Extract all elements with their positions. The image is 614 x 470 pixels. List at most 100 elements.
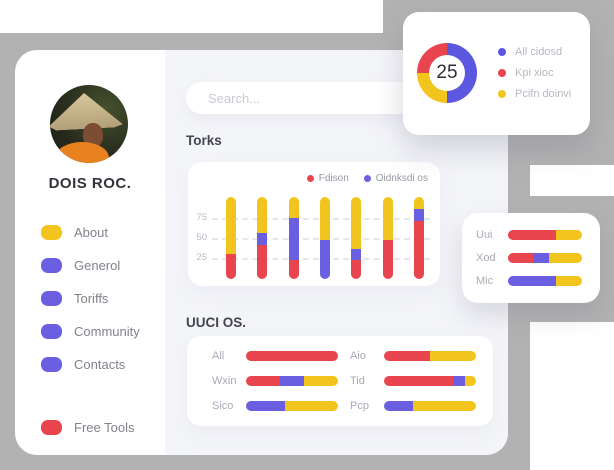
bar-segment [280,375,304,386]
bar-segment [453,375,465,386]
bar-row-label: All [212,350,225,363]
bar-row: Tid [350,375,476,387]
sidebar-item-free-tools[interactable]: Free Tools [15,411,165,444]
bar-row-label: Sico [212,399,234,412]
bar-segment [413,220,424,279]
legend-label: Kpi xioc [515,66,554,79]
bar-segment [508,229,557,240]
avatar [50,85,128,163]
legend-dot-icon [498,47,506,56]
uuci-column: All Wxin Sico [212,344,338,418]
bar-segment [284,400,338,411]
legend-label: Oidnksdi os [375,173,428,184]
bar-segment [351,259,362,279]
bar-segment [288,196,299,219]
menu-blob-icon [41,225,62,240]
side-bars-card: Uui Xod Mic [462,213,600,303]
stacked-bar [226,196,236,279]
bar-segment [226,196,236,255]
bar-segment [556,229,582,240]
bar-segment [351,196,362,249]
sidebar-item-contacts[interactable]: Contacts [15,348,165,381]
legend-label: All cidosd [515,45,563,58]
legend-dot-icon [363,175,371,182]
bar-row: Mic [476,275,586,287]
stacked-hbar [384,375,476,386]
legend-label: Pcifn doinvi [515,87,572,100]
bar-segment [257,244,268,279]
bar-row-label: Tid [350,374,365,387]
legend-label: Fdison [318,173,349,184]
bar-row: Sico [212,400,338,412]
menu-blob-icon [41,324,62,339]
bar-segment [508,252,534,263]
bar-segment [464,375,476,386]
bar-segment [382,196,393,240]
stacked-hbar [508,229,582,240]
bar-segment [413,196,424,210]
legend-item: All cidosd [498,45,571,58]
donut-legend: All cidosd Kpi xioc Pcifn doinvi [498,46,571,109]
stacked-hbar [508,252,582,263]
stacked-hbar [246,375,338,386]
sidebar-item-label: Toriffs [74,291,109,306]
legend-dot-icon [498,89,506,98]
face-shape [83,123,103,148]
y-axis-tick-label: 50 [196,232,207,243]
menu-blob-icon [41,420,62,435]
bar-segment [549,252,582,263]
donut-chart: 25 [417,43,477,103]
bar-row: Aio [350,350,476,362]
sidebar-item-community[interactable]: Community [15,315,165,348]
stacked-bar [288,196,299,279]
bar-row-label: Xod [476,251,496,264]
bar-segment [508,276,557,287]
profile-name: DOIS ROC. [48,175,132,192]
bar-segment [382,239,393,279]
sidebar-item-label: Community [74,324,140,339]
uuci-column: Aio Tid Pcp [350,344,476,418]
legend-item: Oidnksdi os [363,173,428,184]
stacked-bar [351,196,362,279]
bar-row: Xod [476,252,586,264]
menu-blob-icon [41,357,62,372]
stacked-hbar [508,276,582,287]
torks-section-title: Torks [186,133,222,148]
menu-blob-icon [41,291,62,306]
bar-row: Pcp [350,400,476,412]
bar-row: All [212,350,338,362]
bar-row-label: Uui [476,228,493,241]
bar-segment [246,400,285,411]
sidebar-menu: About Generol Toriffs Community Contacts [15,216,165,381]
stacked-hbar [384,351,476,362]
bar-segment [384,400,413,411]
bar-segment [384,375,453,386]
stacked-bar [413,196,424,279]
bar-segment [556,276,582,287]
stacked-hbar [384,400,476,411]
bar-row: Uui [476,229,586,241]
bar-segment [319,196,330,240]
bar-segment [384,351,430,362]
sidebar-item-toriffs[interactable]: Toriffs [15,282,165,315]
y-axis-tick-label: 75 [196,212,207,223]
bar-row-label: Wxin [212,374,237,387]
bar-segment [413,209,424,221]
stacked-hbar [246,400,338,411]
sidebar-item-label: Generol [74,258,121,273]
donut-card: 25 All cidosd Kpi xioc Pcifn doinvi [403,12,590,135]
shirt-shape [55,142,109,163]
search-input[interactable] [208,90,448,106]
bar-segment [226,254,236,279]
sidebar-footer: Free Tools [15,411,165,444]
sidebar-item-about[interactable]: About [15,216,165,249]
stacked-bar [257,196,268,279]
bar-segment [412,400,476,411]
stacked-hbar [246,351,338,362]
bar-segment [288,259,299,279]
bar-segment [319,239,330,279]
uuci-chart-card: All Wxin Sico Aio Tid Pcp [187,336,493,426]
sidebar-item-generol[interactable]: Generol [15,249,165,282]
legend-dot-icon [498,68,506,77]
